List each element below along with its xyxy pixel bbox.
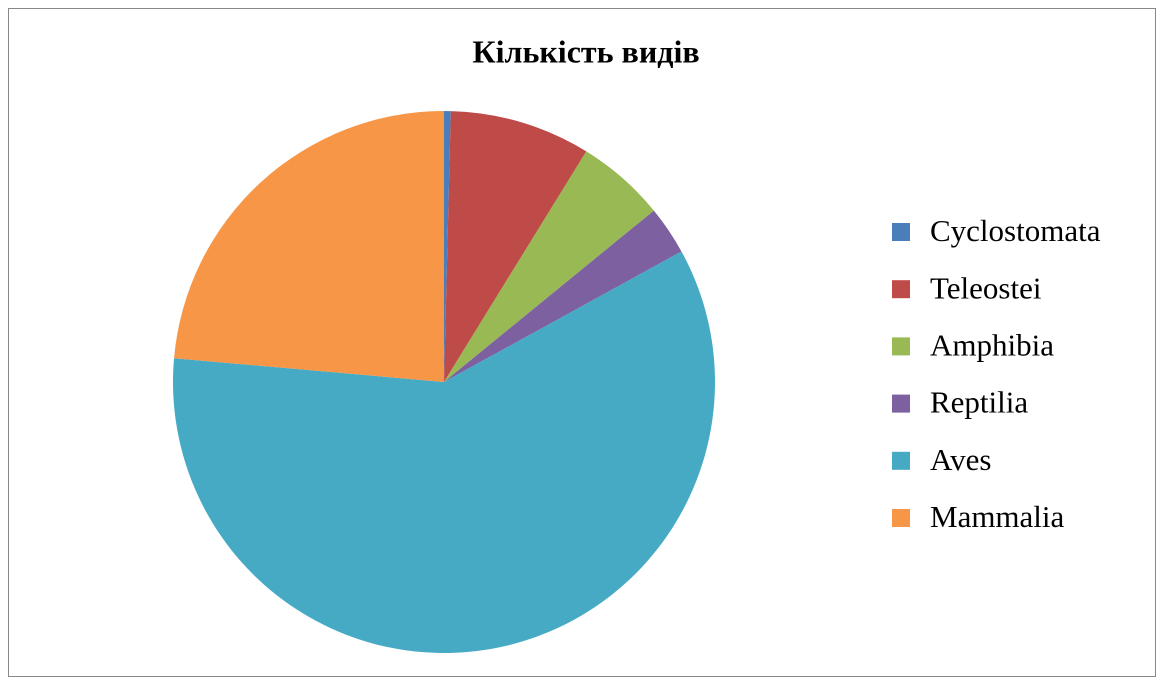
legend-swatch — [892, 394, 910, 413]
legend-swatch — [892, 451, 910, 470]
pie-slice — [444, 210, 682, 382]
pie-slice — [444, 111, 587, 383]
pie-slice — [173, 251, 716, 653]
legend-label: Amphibia — [930, 328, 1054, 363]
legend-swatch — [892, 280, 910, 299]
legend-label: Cyclostomata — [930, 213, 1101, 248]
pie-slice — [174, 111, 444, 382]
legend-swatch — [892, 337, 910, 356]
legend-label: Reptilia — [930, 385, 1028, 420]
legend-swatch — [892, 223, 910, 241]
chart-title: Кількість видів — [472, 33, 699, 69]
legend-label: Teleostei — [930, 270, 1042, 305]
legend-label: Aves — [930, 442, 991, 477]
legend-swatch — [892, 509, 910, 527]
pie-slice — [444, 111, 451, 382]
legend-label: Mammalia — [930, 499, 1065, 534]
pie-slice — [444, 151, 654, 382]
